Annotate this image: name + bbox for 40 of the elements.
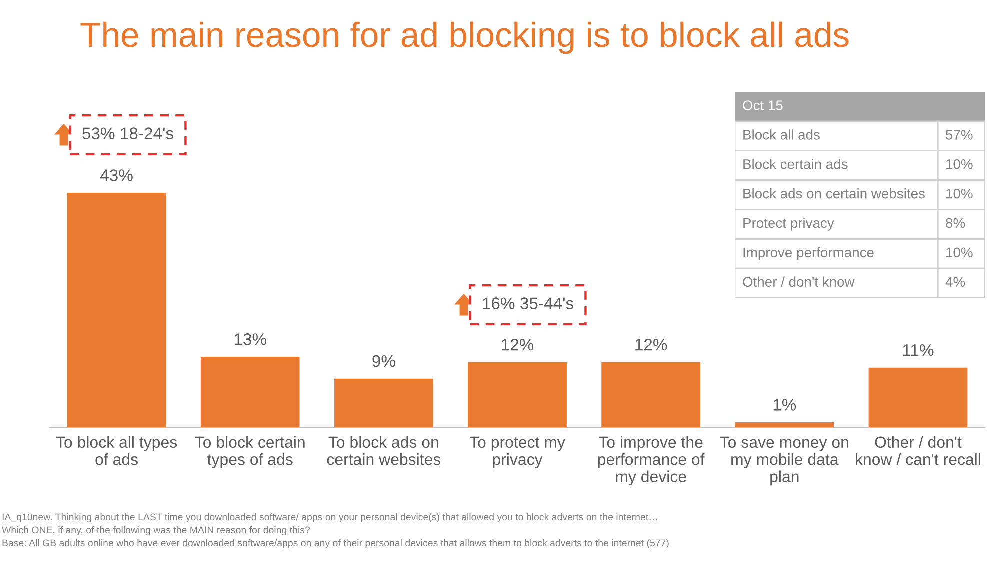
- data-label: 43%: [100, 170, 133, 182]
- bar: [468, 362, 567, 428]
- x-tick-label: To block all types of ads: [56, 436, 178, 466]
- category-label: Other / don't know: [743, 276, 855, 288]
- bar: [200, 356, 300, 428]
- annotation: 16% 35-44's: [483, 298, 574, 310]
- data-label: 11%: [903, 344, 934, 356]
- category-label: Block ads on certain websites: [744, 188, 925, 199]
- text: 10%: [946, 248, 973, 258]
- data-label: 13%: [234, 334, 266, 346]
- category-label: Block all ads: [744, 130, 820, 140]
- category-label: Block certain ads: [744, 159, 848, 170]
- bar: [67, 193, 166, 428]
- bar: [868, 368, 968, 428]
- x-tick-label: To improve the performance of my device: [598, 436, 705, 486]
- category-label: Protect privacy: [744, 218, 834, 231]
- bar: [602, 362, 700, 428]
- x-tick-label: To block ads on certain websites: [327, 436, 441, 466]
- text: 4%: [946, 277, 966, 287]
- x-tick-label: To save money on my mobile data plan: [720, 436, 848, 486]
- text: 8%: [946, 218, 966, 228]
- data-label: 12%: [502, 338, 534, 351]
- text: 53% 18-24's: [82, 128, 174, 140]
- data-label: 12%: [636, 338, 668, 351]
- text: Oct 15: [743, 100, 783, 110]
- text: 10%: [946, 159, 973, 170]
- x-tick-label: To protect my privacy: [470, 436, 566, 468]
- data-label: 9%: [372, 355, 396, 368]
- text: IA_q10new. Thinking about the LAST time you downloaded software/ apps on your personal device(s) that allowed you to block adverts on the internet…: [2, 513, 657, 523]
- bar: [334, 378, 434, 428]
- bar: [735, 422, 834, 428]
- x-tick-label: To block certain types of ads: [195, 436, 305, 468]
- text: Which ONE, if any, of the following was the MAIN reason for doing this?: [2, 526, 310, 536]
- category-label: Improve performance: [744, 247, 874, 260]
- x-tick-label: Other / don't know / can't recall: [856, 436, 980, 466]
- chart-title: The main reason for ad blocking is to block all ads: [80, 22, 849, 54]
- text: Base: All GB adults online who have ever downloaded software/apps on any of their personal devices that allows them to block adverts to the internet (577): [2, 539, 669, 549]
- text: 57%: [946, 130, 973, 140]
- text: 10%: [946, 188, 973, 199]
- data-label: 1%: [774, 399, 796, 411]
